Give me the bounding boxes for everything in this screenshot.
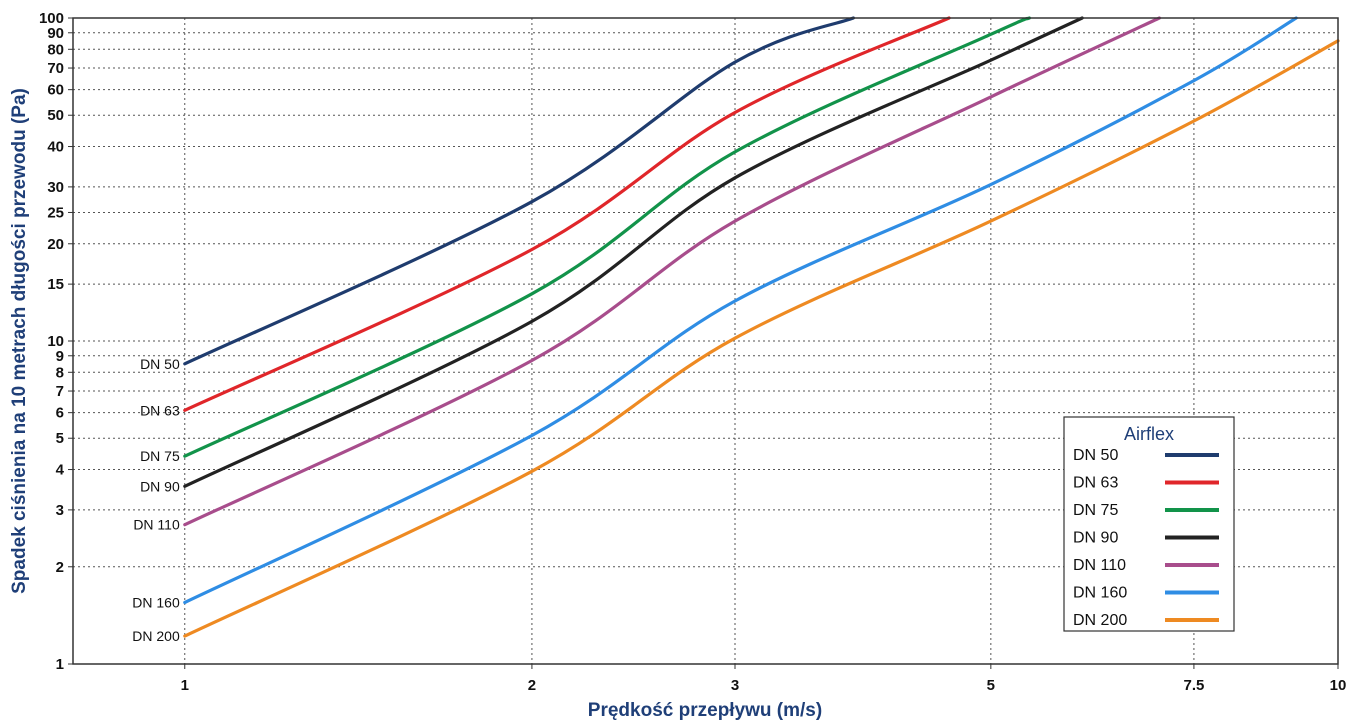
y-tick-label: 2: [56, 559, 64, 576]
legend-label-dn-160: DN 160: [1073, 585, 1127, 602]
y-tick-label: 15: [47, 276, 64, 293]
y-tick-label: 60: [47, 82, 64, 99]
grid-layer: [73, 18, 1338, 664]
curve-label-dn-63: DN 63: [140, 402, 180, 418]
y-tick-label: 50: [47, 107, 64, 124]
legend-label-dn-50: DN 50: [1073, 447, 1118, 464]
y-tick-label: 1: [56, 656, 64, 673]
series-line-dn-110: [183, 16, 1161, 527]
curve-label-dn-90: DN 90: [140, 478, 180, 494]
legend-box: [1063, 416, 1235, 632]
legend-label-dn-63: DN 63: [1073, 475, 1118, 492]
y-tick-label: 25: [47, 204, 64, 221]
legend-label-dn-75: DN 75: [1073, 502, 1118, 519]
x-tick-label: 10: [1330, 677, 1347, 694]
series-line-dn-160: [183, 16, 1298, 605]
curve-label-dn-75: DN 75: [140, 448, 180, 464]
curve-layer: [183, 16, 1340, 638]
series-line-dn-75: [183, 16, 1031, 458]
y-tick-label: 40: [47, 139, 64, 156]
x-tick-label: 2: [528, 677, 536, 694]
y-tick-label: 9: [56, 348, 64, 365]
series-line-dn-200: [183, 39, 1340, 638]
series-line-dn-90: [183, 16, 1084, 488]
curve-label-dn-200: DN 200: [132, 628, 180, 644]
legend-label-dn-110: DN 110: [1073, 557, 1126, 574]
curve-label-dn-50: DN 50: [140, 356, 180, 372]
y-tick-label: 100: [39, 10, 64, 27]
y-tick-label: 70: [47, 60, 64, 77]
series-line-dn-63: [183, 16, 951, 412]
x-tick-label: 3: [731, 677, 739, 694]
y-tick-label: 6: [56, 405, 64, 422]
curve-label-dn-110: DN 110: [133, 517, 180, 533]
y-tick-label: 80: [47, 41, 64, 58]
x-tick-label: 5: [987, 677, 995, 694]
y-tick-label: 7: [56, 383, 64, 400]
y-tick-label: 10: [47, 333, 64, 350]
x-axis-title: Prędkość przepływu (m/s): [588, 700, 822, 721]
y-tick-label: 20: [47, 236, 64, 253]
series-line-dn-50: [183, 16, 855, 366]
y-tick-label: 3: [56, 502, 64, 519]
legend-title: Airflex: [1124, 424, 1174, 444]
y-tick-label: 8: [56, 364, 64, 381]
x-tick-label: 7.5: [1183, 677, 1204, 694]
y-tick-label: 30: [47, 179, 64, 196]
y-tick-label: 5: [56, 430, 64, 447]
legend: Airflex DN 50 DN 63 DN 75 DN 90 DN 110 DN 160…: [1063, 416, 1235, 632]
legend-items: DN 50 DN 63 DN 75 DN 90 DN 110 DN 160 DN 200: [1073, 447, 1219, 629]
y-axis-title: Spadek ciśnienia na 10 metrach długości …: [9, 88, 30, 594]
curve-label-layer: DN 50 DN 63 DN 75 DN 90 DN 110 DN 160 DN 200: [132, 356, 180, 644]
x-tick-label: 1: [181, 677, 189, 694]
y-tick-label: 90: [47, 25, 64, 42]
legend-label-dn-90: DN 90: [1073, 530, 1118, 547]
curve-label-dn-160: DN 160: [132, 595, 180, 611]
legend-label-dn-200: DN 200: [1073, 612, 1127, 629]
y-tick-label: 4: [56, 462, 65, 479]
